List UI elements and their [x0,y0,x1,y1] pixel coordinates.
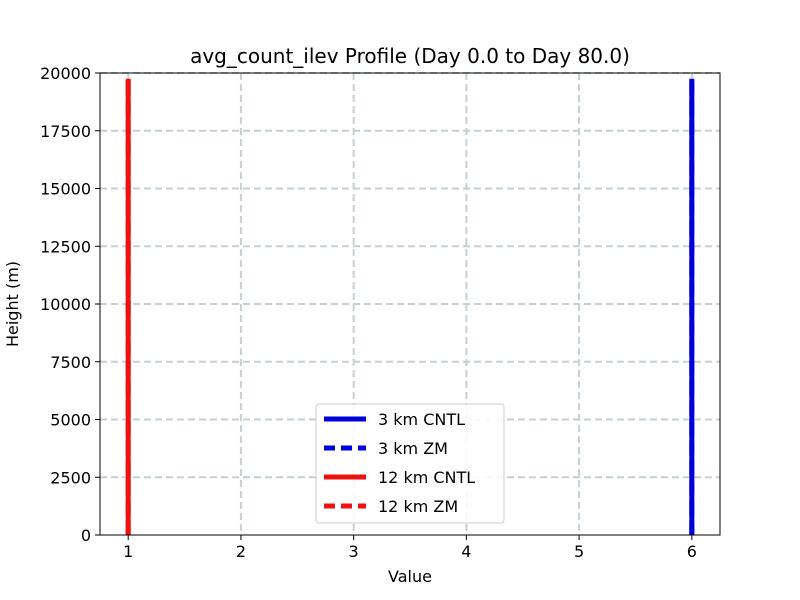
x-axis: 1 2 3 4 5 6 [123,535,697,561]
x-tick-label: 4 [461,542,471,561]
x-tick-label: 1 [123,542,133,561]
x-tick-label: 3 [349,542,359,561]
y-tick-label: 20000 [40,64,91,83]
legend-label: 3 km ZM [378,439,448,458]
series-layer [125,78,695,535]
y-tick-label: 17500 [40,122,91,141]
legend-box [315,403,505,524]
legend: 3 km CNTL 3 km ZM 12 km CNTL 12 km ZM [315,403,505,524]
y-tick-label: 0 [81,526,91,545]
y-tick-label: 2500 [50,468,91,487]
y-tick-label: 5000 [50,411,91,430]
x-tick-label: 5 [574,542,584,561]
x-tick-label: 6 [687,542,697,561]
y-axis: 0 2500 5000 7500 10000 12500 15000 17500 20000 [40,64,100,545]
legend-label: 3 km CNTL [378,410,465,429]
legend-label: 12 km CNTL [378,468,475,487]
x-tick-label: 2 [236,542,246,561]
y-tick-label: 7500 [50,353,91,372]
y-axis-label: Height (m) [3,261,22,347]
y-tick-label: 12500 [40,237,91,256]
x-axis-label: Value [388,567,432,586]
y-tick-label: 15000 [40,180,91,199]
chart-title: avg_count_ilev Profile (Day 0.0 to Day 8… [190,44,630,68]
y-tick-label: 10000 [40,295,91,314]
legend-label: 12 km ZM [378,497,458,516]
